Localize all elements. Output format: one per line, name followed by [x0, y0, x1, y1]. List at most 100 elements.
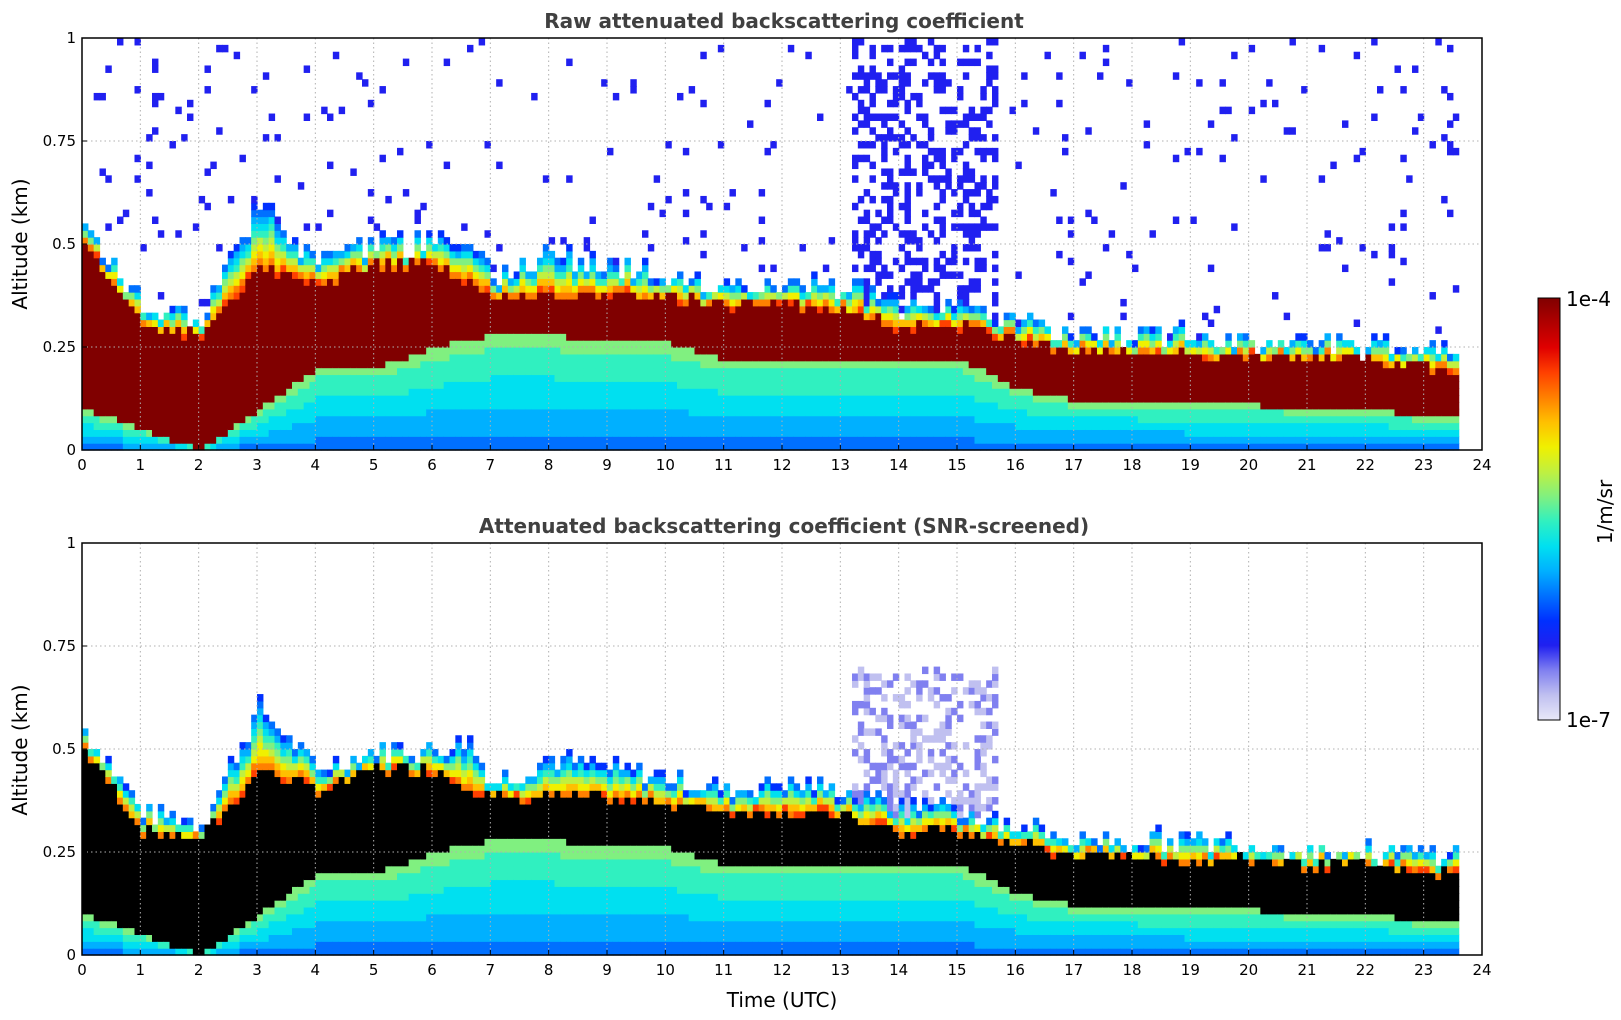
- heatmap-cell: [146, 340, 153, 348]
- heatmap-cell: [811, 360, 818, 369]
- heatmap-cell: [327, 264, 334, 273]
- heatmap-cell: [729, 422, 736, 430]
- heatmap-cell: [916, 44, 923, 53]
- heatmap-cell: [356, 388, 363, 396]
- heatmap-cell: [373, 285, 381, 293]
- heatmap-cell: [875, 333, 882, 341]
- heatmap-cell: [951, 353, 958, 362]
- raw-heatmap: [82, 38, 1460, 451]
- heatmap-cell: [770, 408, 777, 417]
- heatmap-cell: [898, 292, 906, 300]
- heatmap-cell: [904, 195, 911, 204]
- heatmap-cell: [373, 436, 381, 444]
- heatmap-cell: [857, 106, 865, 115]
- heatmap-cell: [986, 367, 993, 376]
- heatmap-cell: [869, 436, 876, 444]
- heatmap-cell: [461, 326, 468, 334]
- heatmap-cell: [134, 388, 141, 396]
- heatmap-cell: [782, 415, 789, 424]
- heatmap-cell: [962, 415, 970, 424]
- heatmap-cell: [887, 395, 894, 403]
- heatmap-cell: [402, 422, 410, 430]
- heatmap-cell: [437, 305, 445, 314]
- heatmap-cell: [391, 347, 398, 355]
- heatmap-cell: [729, 340, 736, 348]
- heatmap-cell: [467, 374, 474, 382]
- heatmap-cell: [490, 408, 497, 417]
- heatmap-cell: [268, 113, 276, 121]
- heatmap-cell: [146, 408, 153, 417]
- heatmap-cell: [560, 347, 567, 355]
- heatmap-cell: [286, 388, 293, 396]
- heatmap-cell: [373, 292, 381, 300]
- heatmap-cell: [321, 353, 328, 362]
- heatmap-cell: [857, 285, 865, 293]
- heatmap-cell: [974, 340, 981, 348]
- heatmap-cell: [968, 408, 976, 417]
- heatmap-cell: [1027, 388, 1034, 396]
- heatmap-cell: [519, 353, 526, 362]
- heatmap-cell: [1032, 347, 1040, 355]
- heatmap-cell: [898, 86, 906, 94]
- heatmap-cell: [484, 230, 491, 238]
- heatmap-cell: [1015, 271, 1022, 279]
- heatmap-cell: [105, 395, 112, 403]
- heatmap-cell: [653, 415, 661, 424]
- heatmap-cell: [583, 367, 591, 376]
- heatmap-cell: [881, 292, 888, 300]
- heatmap-cell: [274, 244, 281, 252]
- heatmap-cell: [455, 436, 462, 444]
- heatmap-cell: [647, 360, 655, 369]
- heatmap-cell: [852, 443, 859, 451]
- heatmap-cell: [286, 244, 293, 252]
- heatmap-cell: [787, 388, 795, 396]
- heatmap-cell: [863, 244, 871, 252]
- heatmap-cell: [898, 353, 906, 362]
- heatmap-cell: [577, 264, 585, 273]
- heatmap-cell: [472, 395, 480, 403]
- heatmap-cell: [554, 305, 561, 314]
- heatmap-cell: [980, 326, 987, 334]
- heatmap-cell: [572, 312, 579, 321]
- heatmap-cell: [945, 305, 952, 314]
- heatmap-cell: [863, 230, 871, 238]
- heatmap-cell: [589, 333, 596, 341]
- heatmap-cell: [397, 395, 404, 403]
- heatmap-cell: [216, 422, 223, 430]
- heatmap-cell: [852, 51, 859, 60]
- heatmap-cell: [700, 367, 707, 376]
- heatmap-cell: [793, 353, 801, 362]
- heatmap-cell: [863, 353, 871, 362]
- heatmap-cell: [916, 340, 923, 348]
- heatmap-cell: [198, 333, 206, 341]
- heatmap-cell: [402, 429, 410, 437]
- heatmap-cell: [782, 401, 789, 410]
- heatmap-cell: [962, 285, 970, 293]
- heatmap-cell: [414, 278, 421, 286]
- heatmap-cell: [484, 443, 491, 451]
- heatmap-cell: [397, 278, 404, 286]
- heatmap-cell: [525, 429, 532, 437]
- heatmap-cell: [367, 395, 375, 403]
- heatmap-cell: [408, 436, 416, 444]
- heatmap-cell: [752, 333, 760, 341]
- heatmap-cell: [910, 237, 917, 245]
- heatmap-cell: [105, 429, 112, 437]
- heatmap-cell: [175, 353, 182, 362]
- heatmap-cell: [828, 381, 836, 389]
- heatmap-cell: [82, 250, 89, 259]
- heatmap-cell: [560, 305, 567, 314]
- heatmap-cell: [782, 443, 789, 451]
- heatmap-cell: [962, 113, 970, 121]
- heatmap-cell: [222, 415, 229, 424]
- heatmap-cell: [338, 388, 346, 396]
- heatmap-cell: [222, 422, 229, 430]
- heatmap-cell: [869, 319, 876, 327]
- heatmap-cell: [764, 401, 771, 410]
- heatmap-cell: [99, 401, 106, 410]
- heatmap-cell: [723, 285, 731, 293]
- heatmap-cell: [566, 353, 573, 362]
- heatmap-cell: [729, 305, 736, 314]
- heatmap-cell: [980, 216, 987, 224]
- heatmap-cell: [128, 415, 136, 424]
